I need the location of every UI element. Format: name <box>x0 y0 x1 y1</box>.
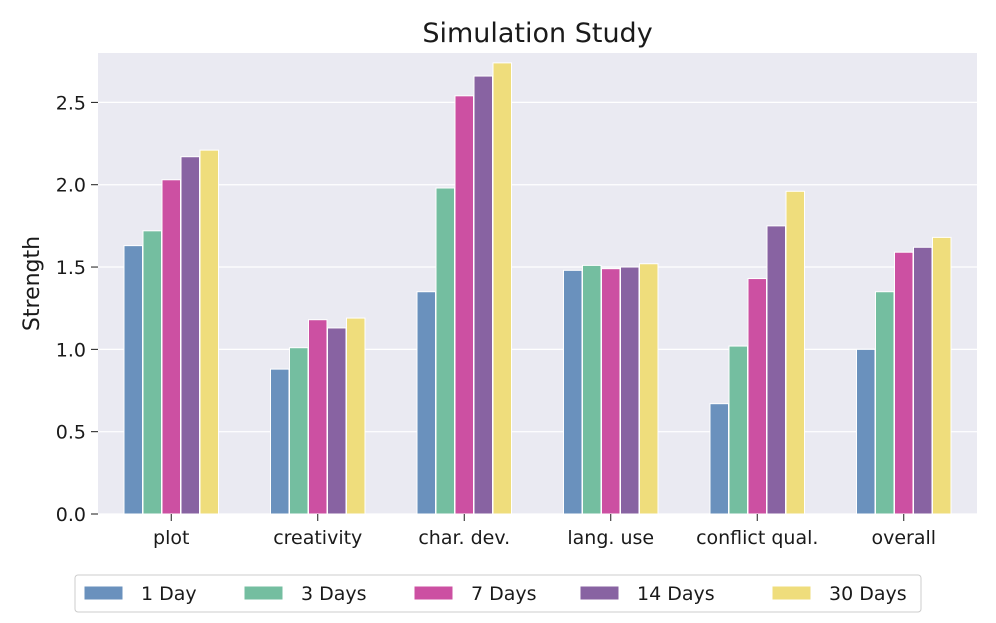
bar <box>913 246 933 515</box>
bar <box>639 263 659 515</box>
bar <box>308 319 328 515</box>
x-tick-label: lang. use <box>567 527 654 549</box>
x-axis: plot creativity char. dev. lang. use conflic… <box>153 514 936 549</box>
legend-label: 14 Days <box>637 583 715 605</box>
plot-area <box>98 53 977 514</box>
gridlines <box>98 101 977 515</box>
bar <box>142 230 162 515</box>
bar <box>289 347 309 515</box>
bar <box>785 190 805 515</box>
x-tick-label: overall <box>871 527 936 549</box>
bars <box>123 62 952 515</box>
bar <box>932 236 952 515</box>
x-tick-label: plot <box>153 527 189 549</box>
legend-swatch <box>413 585 454 601</box>
legend-label: 7 Days <box>471 583 537 605</box>
bar <box>161 179 181 515</box>
bar <box>728 345 748 515</box>
bar <box>435 187 455 515</box>
bar <box>346 317 366 515</box>
bar <box>123 245 143 515</box>
bar <box>766 225 786 515</box>
chart-title: Simulation Study <box>422 18 652 49</box>
bar <box>709 403 729 515</box>
legend-swatch <box>243 585 284 601</box>
y-tick-label: 2.5 <box>56 92 86 114</box>
bar <box>270 368 290 515</box>
bar <box>620 266 640 515</box>
legend-label: 3 Days <box>301 583 367 605</box>
y-tick-label: 1.5 <box>56 257 86 279</box>
x-tick-label: conflict qual. <box>696 527 818 549</box>
bar <box>563 269 583 515</box>
bar <box>416 291 436 515</box>
y-tick-label: 1.0 <box>56 339 86 361</box>
x-tick-label: creativity <box>273 527 362 549</box>
bar <box>199 149 219 515</box>
y-tick-label: 2.0 <box>56 175 86 197</box>
bar <box>747 278 767 515</box>
bar <box>894 251 914 515</box>
bar <box>473 75 493 515</box>
bar <box>582 264 602 515</box>
y-tick-label: 0.5 <box>56 422 86 444</box>
legend: 1 Day 3 Days 7 Days 14 Days 30 Days <box>74 574 922 613</box>
y-axis-title: Strength <box>20 236 45 331</box>
bar <box>856 348 876 515</box>
bar <box>601 268 621 515</box>
bar <box>492 62 512 515</box>
legend-swatch <box>579 585 620 601</box>
bar <box>327 327 347 515</box>
legend-swatch <box>83 585 124 601</box>
legend-label: 1 Day <box>141 583 197 605</box>
legend-swatch <box>771 585 812 601</box>
bar <box>875 291 895 515</box>
legend-frame <box>74 574 922 613</box>
bar <box>180 156 200 515</box>
bar <box>454 95 474 515</box>
x-tick-label: char. dev. <box>418 527 510 549</box>
y-tick-label: 0.0 <box>56 504 86 526</box>
y-axis: 0.0 0.5 1.0 1.5 2.0 2.5 <box>56 92 98 526</box>
legend-label: 30 Days <box>829 583 907 605</box>
